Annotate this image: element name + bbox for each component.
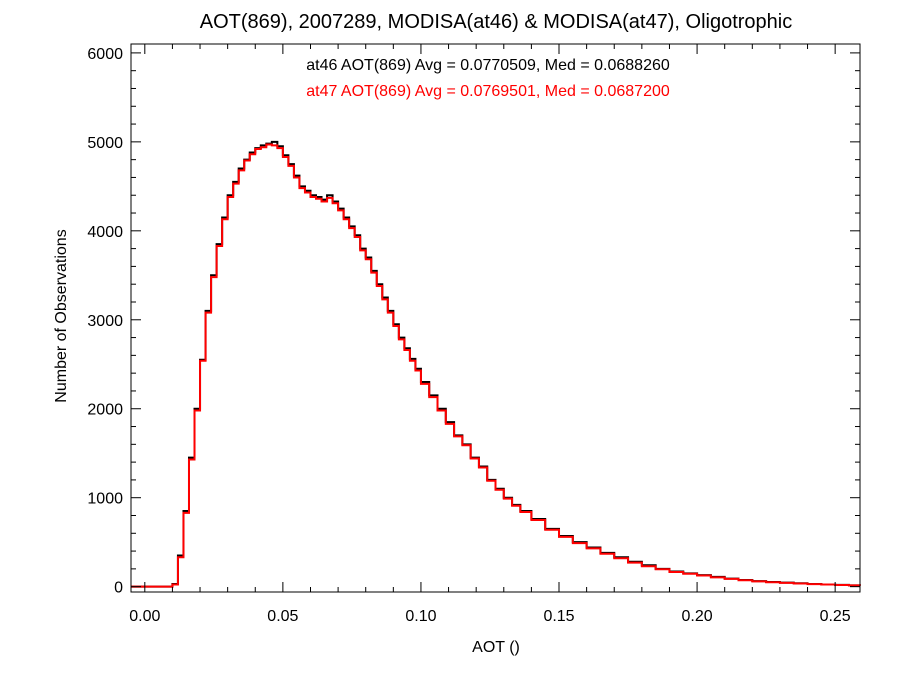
x-tick-label: 0.15: [543, 608, 574, 625]
series-line-0: [131, 140, 861, 588]
series-line-1: [131, 143, 861, 588]
x-tick-label: 0.10: [405, 608, 436, 625]
x-tick-label: 0.05: [267, 608, 298, 625]
x-axis-label: AOT (): [472, 639, 520, 656]
x-ticks: 0.00 0.05 0.10 0.15 0.20 0.25: [129, 44, 851, 625]
series-lines: [131, 140, 861, 588]
y-tick-label: 2000: [87, 402, 123, 419]
x-tick-label: 0.25: [820, 608, 851, 625]
y-tick-label: 1000: [87, 491, 123, 508]
y-ticks: 0 1000 2000 3000 4000 5000 6000: [87, 46, 860, 597]
y-axis-label: Number of Observations: [53, 229, 70, 402]
x-tick-label: 0.00: [129, 608, 160, 625]
legend-annotations: at46 AOT(869) Avg = 0.0770509, Med = 0.0…: [306, 57, 670, 100]
y-tick-label: 6000: [87, 46, 123, 63]
annotation-line-1: at47 AOT(869) Avg = 0.0769501, Med = 0.0…: [306, 83, 670, 100]
y-tick-label: 4000: [87, 224, 123, 241]
y-tick-label: 5000: [87, 135, 123, 152]
chart-title: AOT(869), 2007289, MODISA(at46) & MODISA…: [200, 11, 792, 33]
y-tick-label: 0: [114, 580, 123, 597]
annotation-line-0: at46 AOT(869) Avg = 0.0770509, Med = 0.0…: [306, 57, 670, 74]
plot-frame: [130, 43, 861, 593]
y-tick-label: 3000: [87, 313, 123, 330]
x-tick-label: 0.20: [682, 608, 713, 625]
